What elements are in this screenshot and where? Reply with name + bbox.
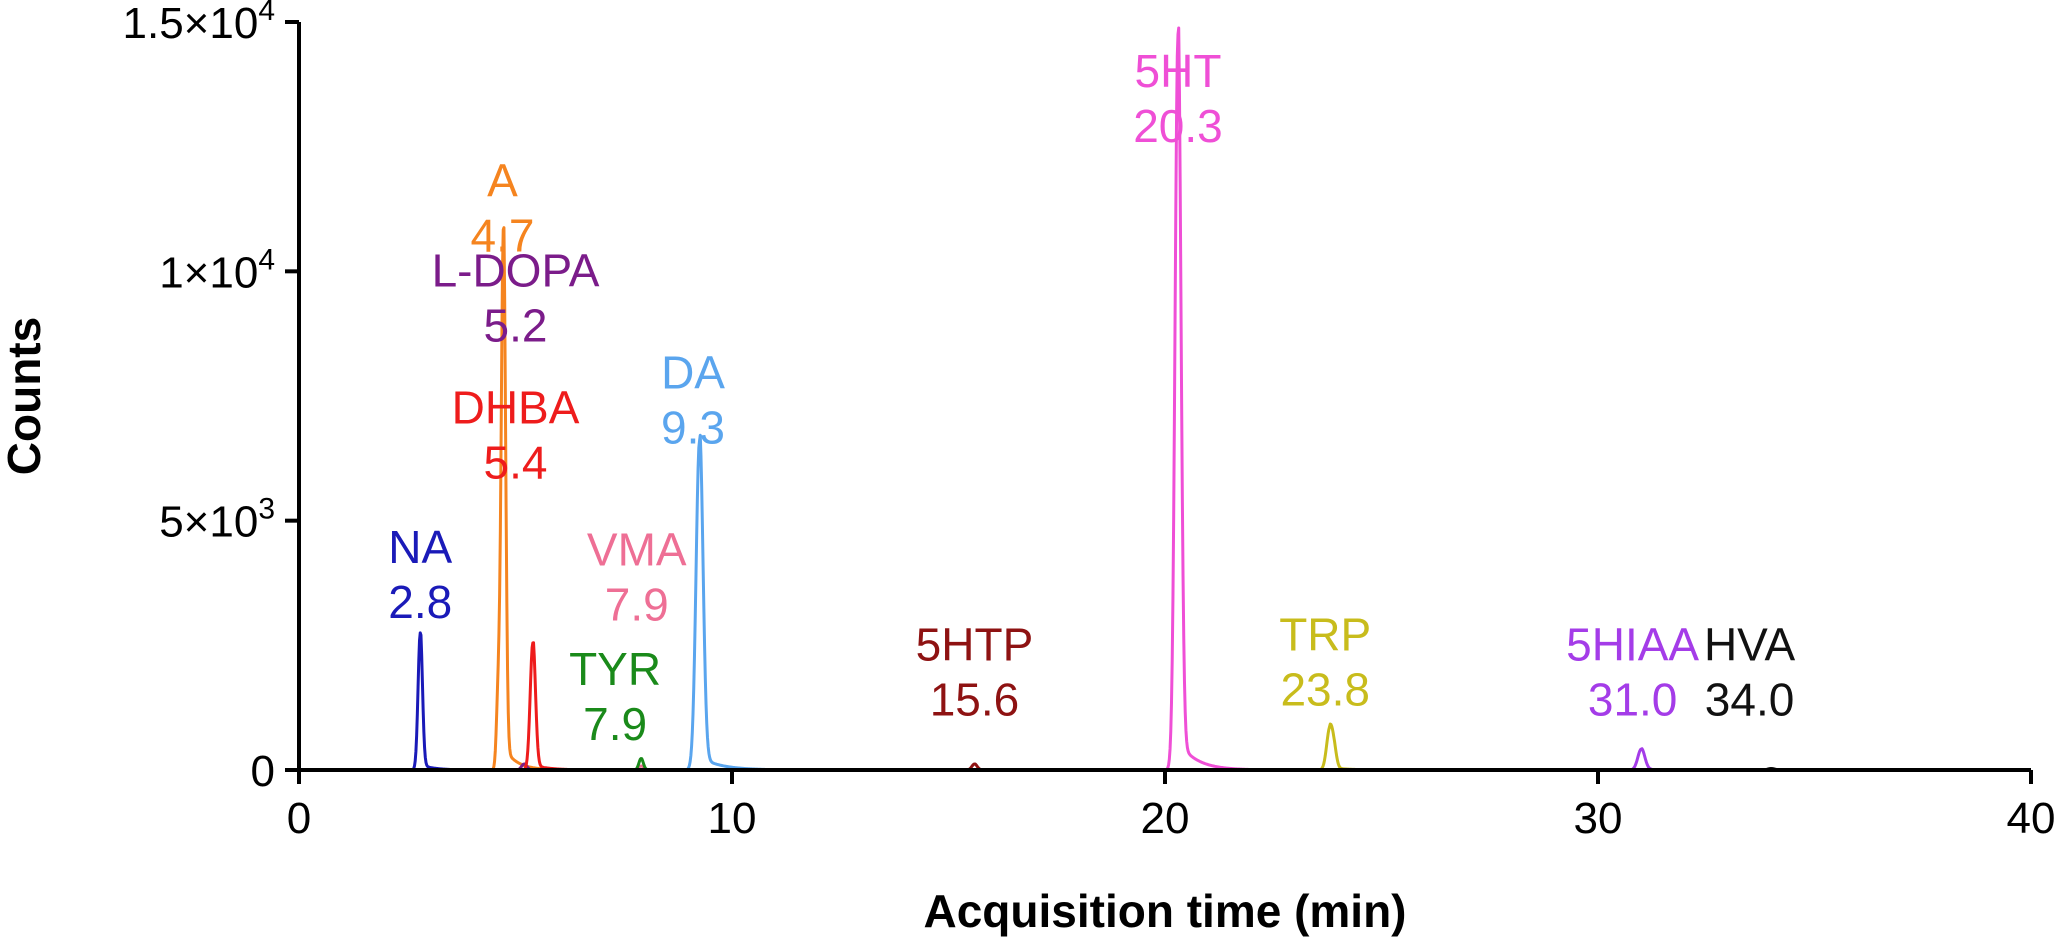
peak-label-da: DA bbox=[661, 347, 725, 399]
peak-labels-layer: NA2.8A4.7L-DOPA5.2DHBA5.4DA9.3VMA7.9TYR7… bbox=[388, 45, 1795, 750]
peak-time-5ht: 20.3 bbox=[1133, 100, 1223, 152]
peak-label-l-dopa: L-DOPA bbox=[432, 244, 600, 296]
peak-label-5hiaa: 5HIAA bbox=[1566, 618, 1699, 670]
y-tick-label-1: 5×103 bbox=[159, 493, 275, 547]
peak-time-trp: 23.8 bbox=[1280, 663, 1370, 715]
x-tick-label-10: 10 bbox=[708, 794, 757, 843]
y-axis-title: Counts bbox=[0, 317, 50, 475]
peak-label-trp: TRP bbox=[1279, 608, 1371, 660]
peak-time-tyr: 7.9 bbox=[583, 698, 647, 750]
peak-label-na: NA bbox=[388, 521, 452, 573]
trace-trp bbox=[298, 722, 2032, 772]
x-tick-label-0: 0 bbox=[287, 794, 311, 843]
peak-time-a: 4.7 bbox=[471, 210, 535, 262]
x-tick-label-20: 20 bbox=[1141, 794, 1190, 843]
peak-time-l-dopa: 5.2 bbox=[484, 299, 548, 351]
trace-5hiaa bbox=[298, 747, 2032, 772]
peak-label-hva: HVA bbox=[1704, 618, 1795, 670]
peak-time-hva: 34.0 bbox=[1705, 673, 1795, 725]
x-tick-label-40: 40 bbox=[2007, 794, 2056, 843]
peak-time-dhba: 5.4 bbox=[484, 436, 548, 488]
peak-time-5htp: 15.6 bbox=[930, 673, 1020, 725]
peak-label-5htp: 5HTP bbox=[916, 618, 1034, 670]
x-axis-title: Acquisition time (min) bbox=[924, 885, 1407, 937]
peak-label-a: A bbox=[487, 155, 518, 207]
peak-time-da: 9.3 bbox=[661, 402, 725, 454]
x-tick-label-30: 30 bbox=[1574, 794, 1623, 843]
peak-label-tyr: TYR bbox=[569, 643, 661, 695]
ticks-layer: 0 10 20 30 40 0 5×103 1×104 1.5×104 bbox=[123, 0, 2056, 843]
peak-time-5hiaa: 31.0 bbox=[1588, 673, 1678, 725]
y-tick-label-3: 1.5×104 bbox=[123, 0, 276, 48]
peak-time-na: 2.8 bbox=[388, 576, 452, 628]
peak-label-vma: VMA bbox=[587, 524, 687, 576]
peak-time-vma: 7.9 bbox=[605, 579, 669, 631]
peak-label-dhba: DHBA bbox=[452, 381, 580, 433]
y-tick-label-2: 1×104 bbox=[159, 243, 275, 297]
y-tick-label-0: 0 bbox=[251, 747, 275, 796]
peak-label-5ht: 5HT bbox=[1135, 45, 1222, 97]
